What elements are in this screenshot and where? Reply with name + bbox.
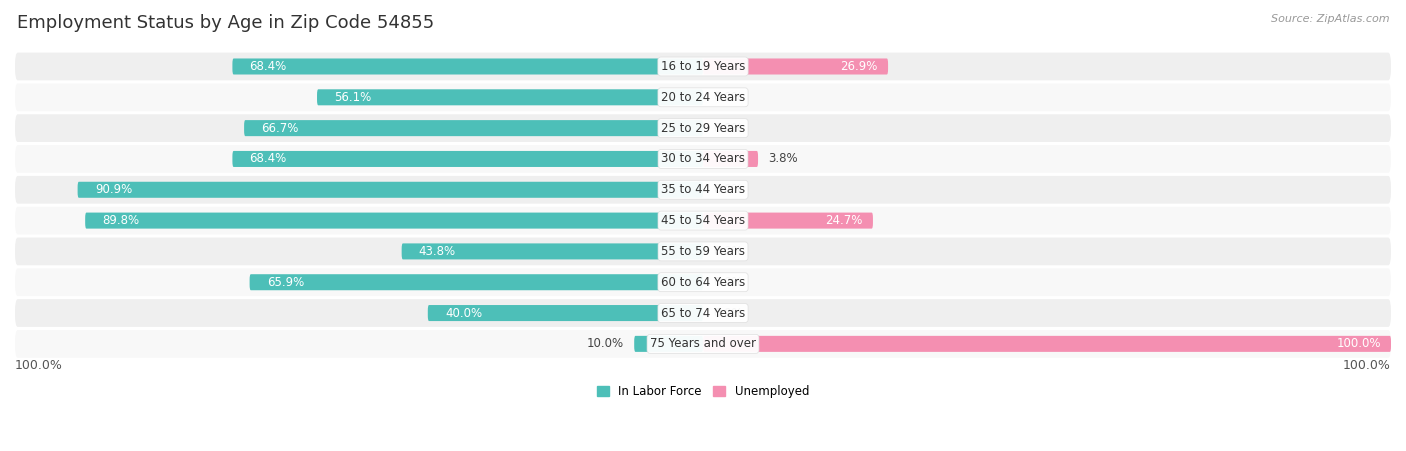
Text: Source: ZipAtlas.com: Source: ZipAtlas.com [1271, 14, 1389, 23]
FancyBboxPatch shape [77, 182, 703, 198]
Text: 35 to 44 Years: 35 to 44 Years [661, 183, 745, 196]
Text: 65.9%: 65.9% [267, 276, 304, 289]
Text: 10.0%: 10.0% [586, 337, 624, 350]
FancyBboxPatch shape [15, 114, 1391, 142]
Text: Employment Status by Age in Zip Code 54855: Employment Status by Age in Zip Code 548… [17, 14, 434, 32]
Text: 20 to 24 Years: 20 to 24 Years [661, 91, 745, 104]
FancyBboxPatch shape [703, 151, 758, 167]
FancyBboxPatch shape [15, 83, 1391, 111]
Text: 24.7%: 24.7% [825, 214, 863, 227]
Text: 0.0%: 0.0% [713, 276, 742, 289]
Text: 25 to 29 Years: 25 to 29 Years [661, 122, 745, 135]
Text: 43.8%: 43.8% [419, 245, 456, 258]
Text: 68.4%: 68.4% [250, 152, 287, 166]
Text: 60 to 64 Years: 60 to 64 Years [661, 276, 745, 289]
Text: 66.7%: 66.7% [262, 122, 298, 135]
Text: 45 to 54 Years: 45 to 54 Years [661, 214, 745, 227]
FancyBboxPatch shape [703, 336, 1391, 352]
Text: 100.0%: 100.0% [1336, 337, 1381, 350]
Text: 100.0%: 100.0% [1343, 359, 1391, 372]
Text: 26.9%: 26.9% [841, 60, 877, 73]
Text: 89.8%: 89.8% [103, 214, 139, 227]
Text: 90.9%: 90.9% [94, 183, 132, 196]
FancyBboxPatch shape [15, 238, 1391, 265]
Text: 16 to 19 Years: 16 to 19 Years [661, 60, 745, 73]
FancyBboxPatch shape [245, 120, 703, 136]
Text: 55 to 59 Years: 55 to 59 Years [661, 245, 745, 258]
Text: 3.8%: 3.8% [768, 152, 799, 166]
FancyBboxPatch shape [15, 299, 1391, 327]
FancyBboxPatch shape [232, 151, 703, 167]
Text: 0.0%: 0.0% [713, 245, 742, 258]
FancyBboxPatch shape [427, 305, 703, 321]
FancyBboxPatch shape [703, 212, 873, 229]
FancyBboxPatch shape [15, 207, 1391, 235]
FancyBboxPatch shape [703, 59, 889, 74]
Text: 0.0%: 0.0% [713, 122, 742, 135]
Text: 68.4%: 68.4% [250, 60, 287, 73]
Text: 75 Years and over: 75 Years and over [650, 337, 756, 350]
Text: 56.1%: 56.1% [335, 91, 371, 104]
FancyBboxPatch shape [232, 59, 703, 74]
FancyBboxPatch shape [15, 176, 1391, 204]
FancyBboxPatch shape [402, 244, 703, 259]
FancyBboxPatch shape [86, 212, 703, 229]
FancyBboxPatch shape [15, 330, 1391, 358]
FancyBboxPatch shape [15, 145, 1391, 173]
FancyBboxPatch shape [15, 53, 1391, 80]
Text: 0.0%: 0.0% [713, 307, 742, 320]
Text: 100.0%: 100.0% [15, 359, 63, 372]
Legend: In Labor Force, Unemployed: In Labor Force, Unemployed [592, 380, 814, 403]
FancyBboxPatch shape [15, 268, 1391, 296]
Text: 0.0%: 0.0% [713, 91, 742, 104]
Text: 65 to 74 Years: 65 to 74 Years [661, 307, 745, 320]
Text: 30 to 34 Years: 30 to 34 Years [661, 152, 745, 166]
FancyBboxPatch shape [634, 336, 703, 352]
FancyBboxPatch shape [316, 89, 703, 106]
Text: 40.0%: 40.0% [446, 307, 482, 320]
FancyBboxPatch shape [250, 274, 703, 290]
Text: 0.0%: 0.0% [713, 183, 742, 196]
